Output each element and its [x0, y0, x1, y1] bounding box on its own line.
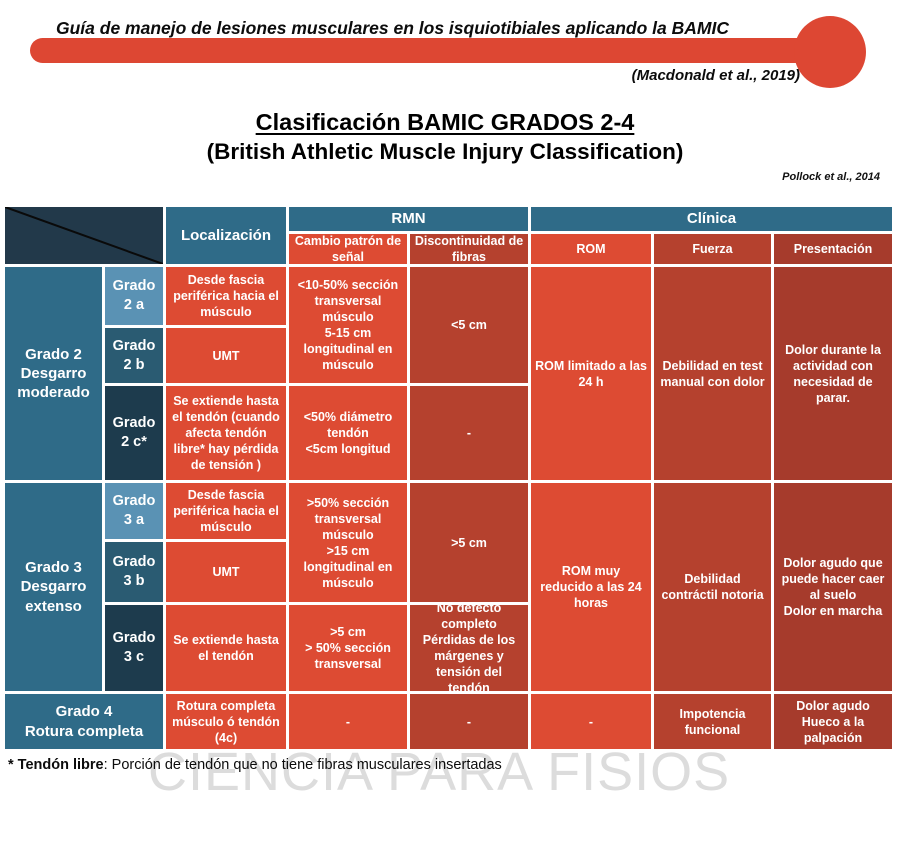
cell-grade2c-label: Grado 2 c* — [105, 386, 163, 480]
footnote-text: : Porción de tendón que no tiene fibras … — [103, 757, 502, 773]
cell-grade4-presentacion: Dolor agudo Hueco a la palpación — [774, 694, 892, 749]
header-cambio-senal: Cambio patrón de señal — [289, 234, 407, 264]
diagonal-line — [5, 207, 163, 264]
cell-grade2-rom: ROM limitado a las 24 h — [531, 267, 651, 480]
cell-grade3-group: Grado 3 Desgarro extenso — [5, 483, 102, 691]
cell-grade4-localizacion: Rotura completa músculo ó tendón (4c) — [166, 694, 286, 749]
cell-grade3-fuerza: Debilidad contráctil notoria — [654, 483, 771, 691]
header-clinica: Clínica — [531, 207, 892, 231]
page-subtitle: (British Athletic Muscle Injury Classifi… — [206, 139, 684, 164]
cell-grade4-cambio: - — [289, 694, 407, 749]
cell-grade3ab-discontinuidad: >5 cm — [410, 483, 528, 602]
cell-grade2-fuerza: Debilidad en test manual con dolor — [654, 267, 771, 480]
cell-grade2-group: Grado 2 Desgarro moderado — [5, 267, 102, 480]
cell-grade2a-label: Grado 2 a — [105, 267, 163, 325]
cell-grade3c-localizacion: Se extiende hasta el tendón — [166, 605, 286, 691]
page-title: Clasificación BAMIC GRADOS 2-4 — [255, 109, 635, 135]
banner-title: Guía de manejo de lesiones musculares en… — [56, 18, 729, 38]
cell-grade3a-localizacion: Desde fascia periférica hacia el músculo — [166, 483, 286, 539]
cell-grade4-fuerza: Impotencia funcional — [654, 694, 771, 749]
cell-grade2b-label: Grado 2 b — [105, 328, 163, 383]
cell-grade2c-discontinuidad: - — [410, 386, 528, 480]
cell-grade3a-label: Grado 3 a — [105, 483, 163, 539]
cell-grade2c-localizacion: Se extiende hasta el tendón (cuando afec… — [166, 386, 286, 480]
banner-citation: (Macdonald et al., 2019) — [631, 67, 800, 84]
header-rmn: RMN — [289, 207, 528, 231]
banner-red-bar — [30, 38, 810, 63]
cell-grade3c-cambio: >5 cm > 50% sección transversal — [289, 605, 407, 691]
cell-grade4-group: Grado 4 Rotura completa — [5, 694, 163, 749]
watermark-text: CIENCIA PARA FISIOS — [148, 742, 731, 802]
cell-grade3-rom: ROM muy reducido a las 24 horas — [531, 483, 651, 691]
cell-grade3b-label: Grado 3 b — [105, 542, 163, 602]
banner-red-circle — [794, 16, 866, 88]
footnote: * Tendón libre: Porción de tendón que no… — [8, 757, 502, 773]
cell-grade2b-localizacion: UMT — [166, 328, 286, 383]
header-localizacion: Localización — [166, 207, 286, 264]
bamic-table: Localización RMN Clínica Cambio patrón d… — [5, 207, 895, 749]
header-presentacion: Presentación — [774, 234, 892, 264]
cell-grade2c-cambio: <50% diámetro tendón <5cm longitud — [289, 386, 407, 480]
cell-grade4-rom: - — [531, 694, 651, 749]
cell-grade3b-localizacion: UMT — [166, 542, 286, 602]
cell-grade3ab-cambio: >50% sección transversal músculo >15 cm … — [289, 483, 407, 602]
cell-grade2-presentacion: Dolor durante la actividad con necesidad… — [774, 267, 892, 480]
corner-cell — [5, 207, 163, 264]
header-discontinuidad: Discontinuidad de fibras — [410, 234, 528, 264]
cell-grade3c-label: Grado 3 c — [105, 605, 163, 691]
page-heading: Clasificación BAMIC GRADOS 2-4 (British … — [0, 109, 890, 165]
heading-citation: Pollock et al., 2014 — [782, 171, 880, 183]
header-rom: ROM — [531, 234, 651, 264]
cell-grade2ab-discontinuidad: <5 cm — [410, 267, 528, 383]
cell-grade3-presentacion: Dolor agudo que puede hacer caer al suel… — [774, 483, 892, 691]
cell-grade2a-localizacion: Desde fascia periférica hacia el músculo — [166, 267, 286, 325]
cell-grade2ab-cambio: <10-50% sección transversal músculo 5-15… — [289, 267, 407, 383]
footnote-term: * Tendón libre — [8, 757, 104, 773]
cell-grade4-discontinuidad: - — [410, 694, 528, 749]
header-fuerza: Fuerza — [654, 234, 771, 264]
cell-grade3c-discontinuidad: No defecto completo Pérdidas de los márg… — [410, 605, 528, 691]
